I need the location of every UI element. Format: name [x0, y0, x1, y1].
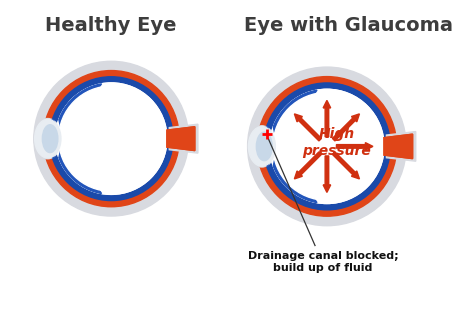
- Circle shape: [257, 76, 397, 216]
- Circle shape: [34, 61, 189, 216]
- FancyArrow shape: [323, 100, 331, 137]
- Circle shape: [43, 70, 179, 207]
- Polygon shape: [167, 127, 195, 150]
- Polygon shape: [273, 146, 317, 203]
- Circle shape: [270, 89, 384, 204]
- Ellipse shape: [42, 125, 58, 153]
- Circle shape: [55, 83, 167, 194]
- Polygon shape: [59, 84, 101, 139]
- Ellipse shape: [256, 132, 272, 161]
- Ellipse shape: [256, 131, 274, 161]
- Wedge shape: [38, 139, 57, 158]
- Circle shape: [49, 77, 173, 201]
- FancyArrow shape: [337, 143, 373, 150]
- Polygon shape: [384, 134, 412, 159]
- FancyArrow shape: [294, 152, 321, 179]
- Polygon shape: [386, 131, 416, 161]
- Polygon shape: [169, 124, 198, 153]
- Ellipse shape: [34, 118, 61, 159]
- Text: Eye with Glaucoma: Eye with Glaucoma: [244, 16, 453, 35]
- Circle shape: [273, 93, 381, 200]
- Polygon shape: [59, 139, 101, 193]
- Circle shape: [270, 89, 384, 204]
- Polygon shape: [273, 90, 317, 146]
- Ellipse shape: [248, 126, 276, 167]
- Circle shape: [264, 83, 391, 210]
- FancyArrow shape: [332, 114, 359, 141]
- Ellipse shape: [42, 124, 59, 153]
- Wedge shape: [252, 127, 272, 146]
- Ellipse shape: [35, 119, 61, 158]
- FancyArrow shape: [294, 114, 321, 141]
- Circle shape: [59, 86, 164, 191]
- Polygon shape: [167, 127, 195, 150]
- Text: High
pressure: High pressure: [302, 127, 371, 158]
- FancyArrow shape: [323, 156, 331, 192]
- Circle shape: [55, 83, 167, 194]
- FancyArrow shape: [332, 152, 359, 179]
- Wedge shape: [38, 119, 57, 139]
- Circle shape: [247, 67, 406, 226]
- Text: Healthy Eye: Healthy Eye: [46, 16, 177, 35]
- Polygon shape: [384, 134, 412, 159]
- Ellipse shape: [248, 127, 275, 166]
- Text: Drainage canal blocked;
build up of fluid: Drainage canal blocked; build up of flui…: [247, 251, 398, 273]
- Wedge shape: [252, 146, 272, 166]
